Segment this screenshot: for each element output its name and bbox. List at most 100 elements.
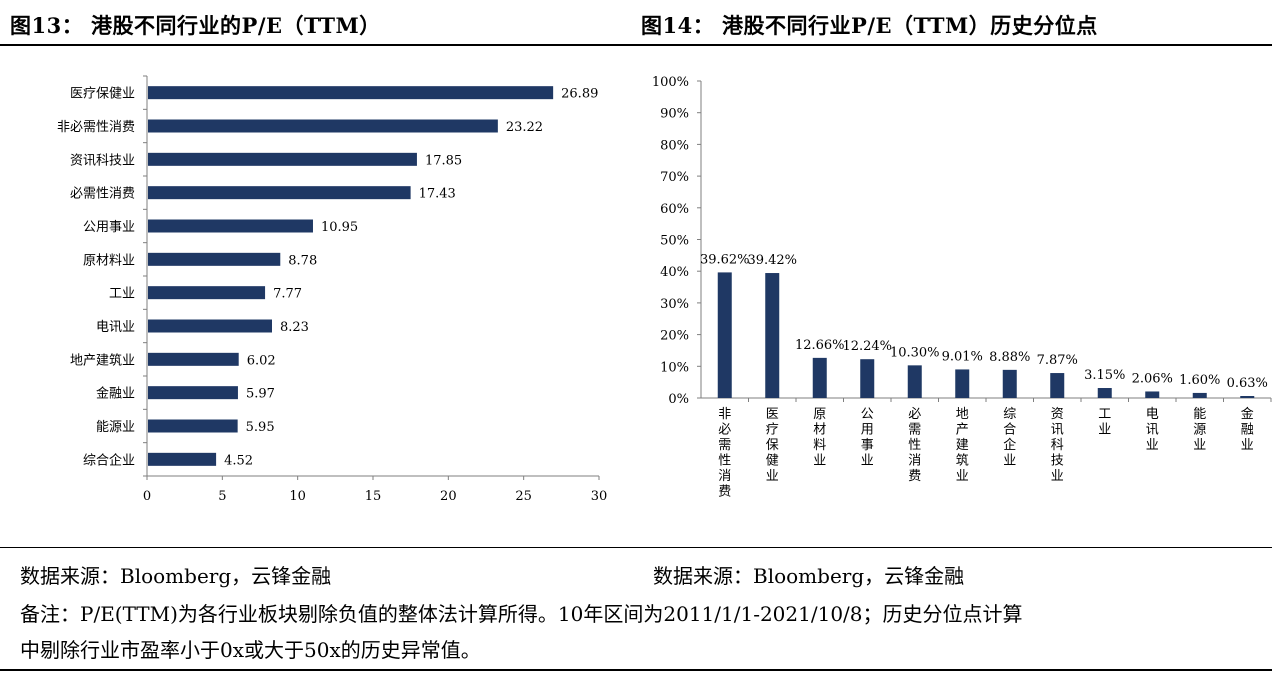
bar <box>907 365 922 398</box>
category-label: 非必需性消费 <box>718 407 731 500</box>
data-label: 17.85 <box>425 153 462 168</box>
bar <box>1050 373 1065 398</box>
data-label: 10.95 <box>321 220 358 235</box>
bar <box>148 452 217 466</box>
data-label: 10.30% <box>890 345 940 360</box>
data-label: 7.77 <box>273 287 302 302</box>
figure-14-title: 图14： 港股不同行业P/E（TTM）历史分位点 <box>641 13 1098 38</box>
category-label: 能源业 <box>1193 407 1206 453</box>
data-label: 8.88% <box>989 350 1030 365</box>
category-label: 公用事业 <box>83 220 135 235</box>
category-label: 必需性消费 <box>70 187 135 202</box>
category-label: 必需性消费 <box>908 407 921 484</box>
bar <box>148 252 281 266</box>
figure-13-title: 图13： 港股不同行业的P/E（TTM） <box>10 13 381 38</box>
category-label: 资讯科技业 <box>1051 407 1064 484</box>
y-tick-label: 0% <box>668 392 689 407</box>
bar <box>765 273 780 398</box>
data-label: 23.22 <box>506 120 543 135</box>
y-tick-label: 100% <box>652 75 689 90</box>
category-label: 原材料业 <box>813 407 826 469</box>
category-label: 工业 <box>109 287 135 302</box>
data-label: 8.23 <box>280 320 309 335</box>
top-divider <box>0 44 1272 46</box>
bar <box>1240 396 1255 398</box>
bar <box>860 359 875 398</box>
data-label: 2.06% <box>1132 371 1173 386</box>
remark-line-1: 备注：P/E(TTM)为各行业板块剔除负值的整体法计算所得。10年区间为2011… <box>20 602 1023 626</box>
bar <box>148 219 313 233</box>
remark-line-2: 中剔除行业市盈率小于0x或大于50x的历史异常值。 <box>20 638 481 662</box>
data-label: 12.66% <box>795 338 845 353</box>
pe-percentile-chart: 0% 10% 20% 30% 40% 50% 60% 70% 80% 90% 100% 39.62% 非… <box>652 75 1272 500</box>
bar <box>148 286 266 300</box>
category-label: 电讯业 <box>1146 407 1159 453</box>
y-tick-label: 80% <box>660 138 689 153</box>
y-tick-label: 50% <box>660 234 689 249</box>
x-tick-label: 20 <box>440 489 457 504</box>
source-note-left: 数据来源：Bloomberg，云锋金融 <box>20 564 332 588</box>
y-tick-label: 40% <box>660 265 689 280</box>
x-tick-label: 10 <box>289 489 306 504</box>
bar <box>1097 388 1112 398</box>
x-tick-label: 5 <box>218 489 226 504</box>
bar <box>148 186 411 200</box>
category-label: 综合企业 <box>83 452 135 468</box>
data-label: 1.60% <box>1179 373 1220 388</box>
data-label: 0.63% <box>1227 376 1268 391</box>
bar <box>148 152 417 166</box>
pe-by-industry-chart: 医疗保健业 26.89 非必需性消费 23.22 资讯科技业 17.85 必需性消费 17.4… <box>57 75 608 504</box>
data-label: 26.89 <box>561 87 598 102</box>
category-label: 医疗保健业 <box>70 87 135 102</box>
bar <box>812 357 827 398</box>
data-label: 39.62% <box>700 252 750 267</box>
bar <box>1002 369 1017 398</box>
bar <box>955 369 970 398</box>
middle-divider <box>0 547 1272 548</box>
category-label: 公用事业 <box>861 407 874 469</box>
y-tick-label: 20% <box>660 329 689 344</box>
data-label: 9.01% <box>942 349 983 364</box>
category-label: 资讯科技业 <box>70 153 135 168</box>
bar <box>1192 392 1207 398</box>
category-label: 能源业 <box>96 420 135 435</box>
bar <box>148 119 498 133</box>
x-tick-label: 25 <box>515 489 532 504</box>
category-label: 医疗保健业 <box>766 407 779 484</box>
data-label: 7.87% <box>1037 353 1078 368</box>
category-label: 原材料业 <box>83 253 135 268</box>
bar <box>148 419 238 433</box>
bar <box>148 319 272 333</box>
y-tick-label: 60% <box>660 202 689 217</box>
category-label: 地产建筑业 <box>70 352 135 368</box>
category-label: 金融业 <box>1241 406 1254 453</box>
data-label: 5.97 <box>246 387 275 402</box>
bar <box>148 352 239 366</box>
data-label: 17.43 <box>419 187 456 202</box>
data-label: 5.95 <box>246 420 275 435</box>
bottom-divider <box>0 669 1272 671</box>
data-label: 12.24% <box>842 339 892 354</box>
category-label: 非必需性消费 <box>57 120 135 135</box>
y-tick-label: 90% <box>660 107 689 122</box>
charts-canvas: 医疗保健业 26.89 非必需性消费 23.22 资讯科技业 17.85 必需性消费 17.4… <box>57 75 1272 504</box>
y-tick-label: 10% <box>660 360 689 375</box>
y-tick-label: 30% <box>660 297 689 312</box>
x-tick-label: 15 <box>365 489 382 504</box>
bar <box>717 272 732 398</box>
x-tick-label: 30 <box>591 489 608 504</box>
category-label: 地产建筑业 <box>956 407 969 484</box>
source-note-right: 数据来源：Bloomberg，云锋金融 <box>653 564 965 588</box>
x-tick-label: 0 <box>143 489 151 504</box>
category-label: 工业 <box>1098 407 1111 438</box>
bar <box>148 86 554 100</box>
category-label: 电讯业 <box>96 320 135 335</box>
data-label: 8.78 <box>288 253 317 268</box>
category-label: 金融业 <box>96 386 135 402</box>
data-label: 6.02 <box>247 353 276 368</box>
bar <box>148 386 238 400</box>
data-label: 39.42% <box>747 253 797 268</box>
data-label: 3.15% <box>1084 368 1125 383</box>
y-tick-label: 70% <box>660 170 689 185</box>
category-label: 综合企业 <box>1003 407 1016 469</box>
